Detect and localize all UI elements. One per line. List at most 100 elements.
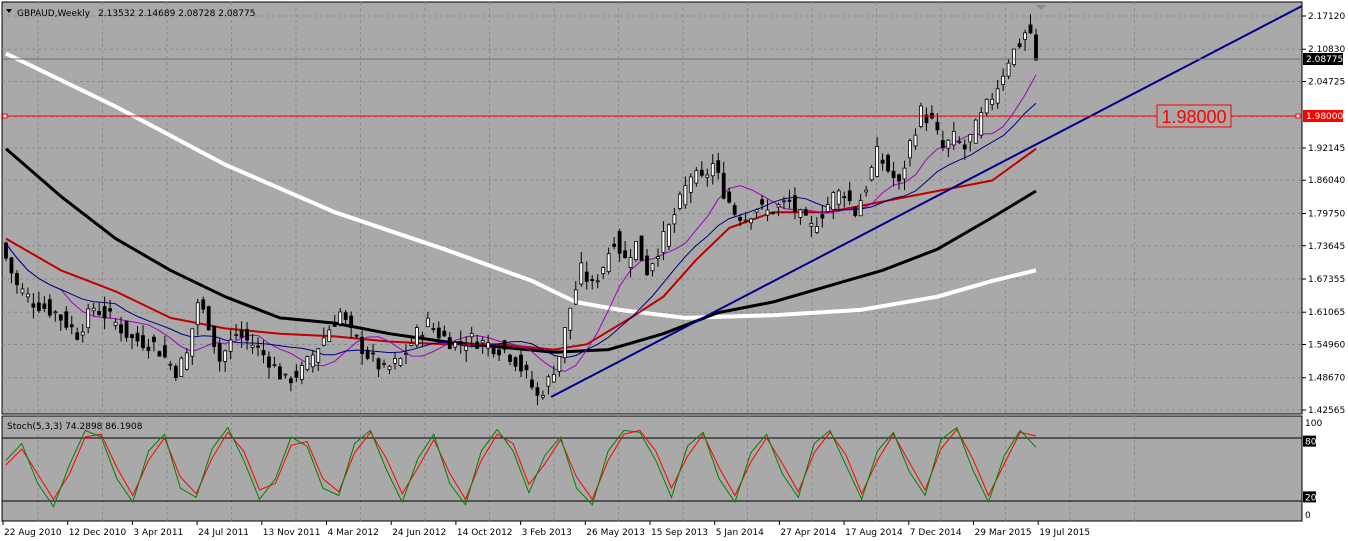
trendline[interactable]	[550, 5, 1303, 398]
level-label-box[interactable]	[1156, 104, 1232, 128]
candle-body	[31, 303, 36, 308]
candle-body	[864, 189, 869, 193]
price-tick-label: 1.86040	[1308, 176, 1345, 186]
level-price-value: 1.98000	[1306, 112, 1343, 122]
candle-body	[886, 154, 890, 172]
candle-body	[267, 356, 271, 368]
candle-body	[382, 362, 386, 365]
candle-body	[699, 169, 704, 176]
candle-body	[913, 134, 918, 147]
time-tick-label: 29 Mar 2015	[975, 528, 1032, 538]
candle-body	[217, 343, 222, 362]
candle-body	[212, 325, 217, 348]
candle-body	[1006, 62, 1011, 77]
candle-body	[497, 349, 501, 356]
candle-body	[721, 172, 726, 199]
candle-body	[108, 308, 112, 312]
candle-body	[36, 302, 41, 312]
candle-body	[656, 256, 660, 260]
candle-body	[803, 209, 808, 216]
level-handle-right[interactable]	[1295, 113, 1301, 119]
candle-body	[376, 358, 381, 370]
candle-body	[223, 350, 228, 362]
candle-body	[612, 243, 617, 247]
time-tick-label: 13 Nov 2011	[263, 528, 321, 538]
candle-body	[798, 209, 803, 218]
current-price-tag	[1303, 53, 1343, 65]
chevron-down-icon[interactable]	[6, 9, 12, 13]
candle-body	[743, 219, 748, 222]
stoch-tick-label: 0	[1305, 511, 1311, 521]
candle-body	[623, 250, 627, 259]
candle-body	[847, 190, 852, 202]
time-tick-label: 14 Oct 2012	[457, 528, 513, 538]
candle-body	[694, 170, 699, 184]
candle-body	[1034, 34, 1038, 61]
candle-body	[519, 354, 523, 372]
stoch-level-tag	[1303, 435, 1316, 447]
candle-body	[420, 335, 425, 337]
candle-body	[617, 231, 622, 254]
chart-shift-marker-icon[interactable]	[1036, 5, 1046, 10]
candle-body	[825, 204, 830, 213]
candle-body	[727, 191, 732, 203]
candle-body	[508, 354, 512, 362]
candle-body	[842, 196, 847, 199]
candle-body	[15, 273, 19, 286]
candle-body	[677, 193, 682, 209]
candle-body	[354, 334, 359, 337]
candle-body	[541, 395, 545, 398]
candle-body	[480, 340, 485, 344]
stochastic-window[interactable]	[1, 415, 1303, 522]
candle-body	[667, 224, 671, 247]
price-tick-label: 2.04725	[1308, 78, 1345, 88]
price-tick-label: 1.61065	[1308, 308, 1345, 318]
time-tick-label: 3 Feb 2013	[522, 528, 572, 538]
candle-body	[124, 320, 129, 338]
candle-body	[157, 351, 162, 357]
candle-body	[787, 199, 792, 202]
candle-body	[58, 314, 63, 321]
candle-body	[979, 112, 984, 136]
candle-body	[557, 356, 562, 372]
level-handle-left[interactable]	[2, 113, 8, 119]
candle-body	[349, 315, 354, 328]
level-price-tag	[1303, 110, 1343, 122]
candle-body	[935, 121, 940, 131]
candle-body	[836, 190, 841, 205]
candle-body	[535, 387, 540, 396]
candle-body	[256, 345, 260, 348]
ma-line-navy	[5, 102, 1037, 359]
candle-body	[639, 235, 644, 261]
candle-body	[245, 329, 249, 341]
candle-body	[820, 214, 825, 219]
stoch-tick-label: 80	[1305, 438, 1317, 448]
candle-body	[782, 200, 786, 203]
time-tick-label: 7 Dec 2014	[910, 528, 962, 538]
candle-body	[442, 330, 447, 337]
candle-body	[469, 333, 474, 338]
ma-line-black	[5, 147, 1037, 354]
candle-body	[754, 209, 759, 213]
candle-body	[705, 174, 710, 178]
price-tick-label: 1.42565	[1308, 406, 1345, 416]
candle-body	[765, 209, 770, 216]
candle-body	[573, 289, 578, 305]
candle-body	[513, 357, 518, 367]
candle-body	[447, 337, 452, 350]
main-chart-frame[interactable]	[1, 1, 1303, 415]
candle-body	[546, 376, 551, 387]
candle-body	[130, 334, 134, 339]
candle-body	[486, 342, 491, 349]
candle-body	[316, 348, 321, 363]
candle-body	[201, 299, 206, 310]
candle-body	[853, 207, 858, 216]
stoch-tick-label: 100	[1305, 419, 1322, 429]
candle-body	[683, 185, 688, 206]
candle-body	[793, 195, 797, 212]
candle-body	[146, 346, 151, 351]
candle-body	[661, 231, 666, 253]
candle-body	[184, 352, 189, 370]
candle-body	[897, 174, 901, 182]
